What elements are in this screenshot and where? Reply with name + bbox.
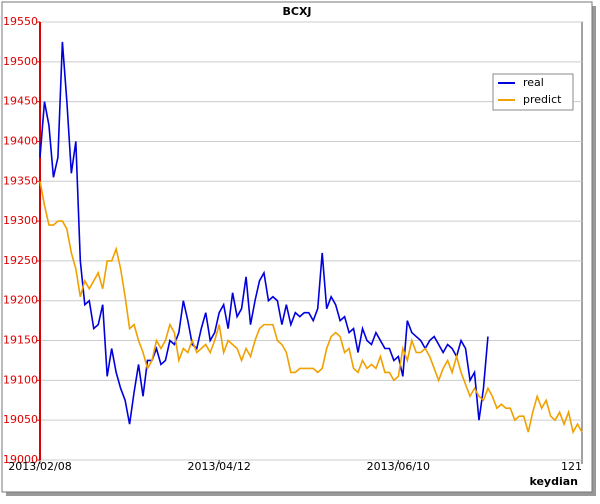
series-line	[39, 41, 489, 425]
x-tick-label: 2013/04/12	[187, 460, 250, 473]
y-tick-label: 19250	[3, 254, 38, 267]
y-tick-label: 19450	[3, 95, 38, 108]
y-tick-label: 19550	[3, 15, 38, 28]
y-tick-label: 19500	[3, 55, 38, 68]
y-tick-label: 19150	[3, 334, 38, 347]
y-tick-label: 19100	[3, 373, 38, 386]
legend-box	[492, 73, 574, 111]
series-line	[39, 181, 583, 435]
chart-title: BCXJ	[282, 5, 311, 18]
y-tick-label: 19000	[3, 453, 38, 466]
y-tick-label: 19050	[3, 413, 38, 426]
y-tick-label: 19200	[3, 294, 38, 307]
x-tick-label: 2013/02/08	[8, 460, 71, 473]
x-tick-label: 2013/06/10	[367, 460, 430, 473]
x-axis-label: keydian	[529, 475, 578, 488]
legend-label: predict	[523, 93, 562, 106]
y-tick-label: 19350	[3, 174, 38, 187]
legend-label: real	[523, 76, 544, 89]
x-tick-label: 121	[561, 460, 582, 473]
y-tick-label: 19300	[3, 214, 38, 227]
y-tick-label: 19400	[3, 134, 38, 147]
